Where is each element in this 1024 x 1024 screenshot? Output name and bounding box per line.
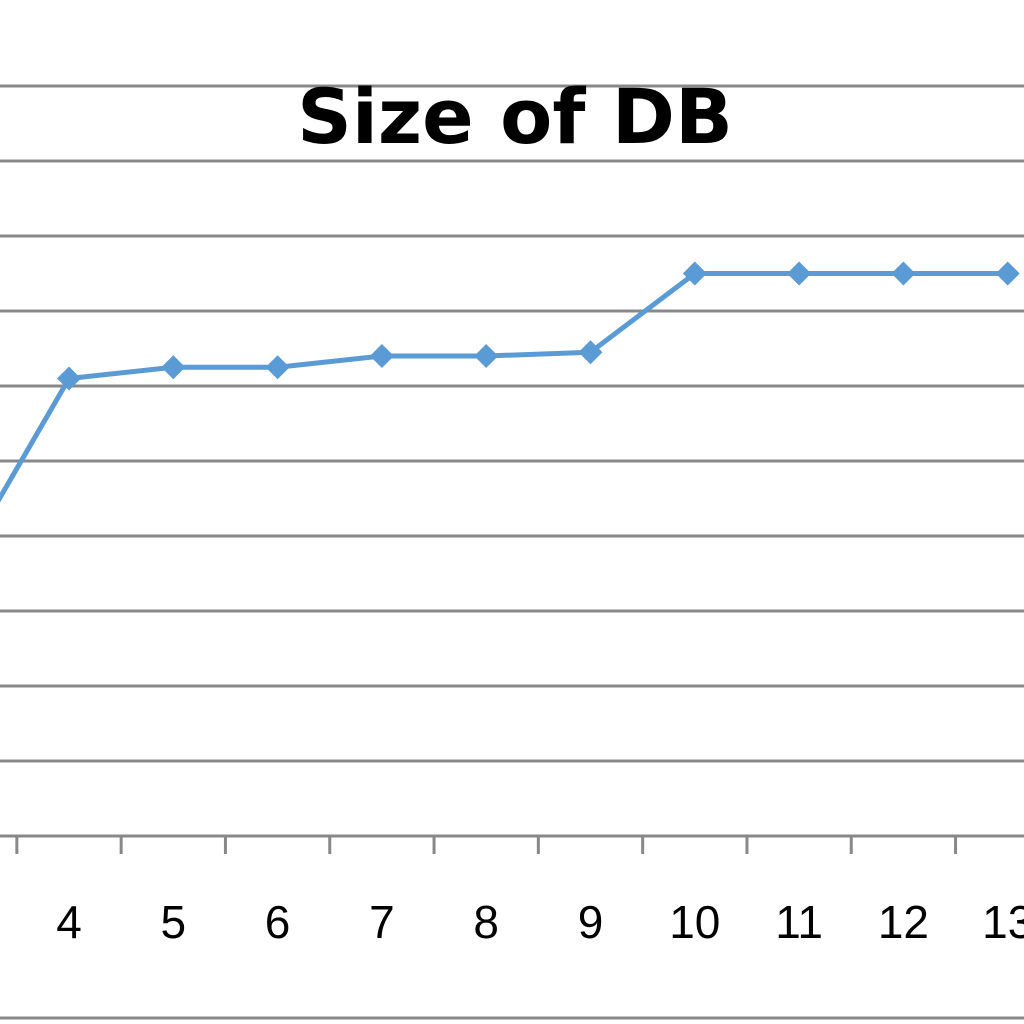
data-point-x13 bbox=[995, 261, 1020, 286]
x-tick-label-4: 4 bbox=[56, 896, 82, 948]
data-point-x10 bbox=[682, 261, 707, 286]
data-point-x12 bbox=[891, 261, 916, 286]
x-tick-label-8: 8 bbox=[473, 896, 499, 948]
data-point-x6 bbox=[265, 355, 290, 380]
x-tick-label-11: 11 bbox=[775, 896, 823, 948]
x-tick-label-9: 9 bbox=[578, 896, 604, 948]
data-point-x7 bbox=[369, 344, 394, 368]
data-point-x8 bbox=[474, 344, 499, 368]
gridlines bbox=[0, 84, 1024, 763]
chart-title: Size of DB bbox=[297, 72, 733, 161]
data-point-x9 bbox=[578, 340, 603, 365]
x-tick-label-5: 5 bbox=[161, 896, 187, 948]
x-tick-label-7: 7 bbox=[369, 896, 395, 948]
x-axis bbox=[0, 834, 1024, 1020]
data-point-x11 bbox=[787, 261, 812, 286]
data-point-x5 bbox=[161, 355, 186, 380]
x-tick-label-13: 13 bbox=[982, 896, 1024, 948]
x-tick-label-6: 6 bbox=[265, 896, 291, 948]
x-tick-labels: 4 5 6 7 8 9 10 11 12 13 bbox=[56, 896, 1024, 948]
x-tick-label-10: 10 bbox=[669, 896, 720, 948]
series-group bbox=[0, 261, 1020, 503]
data-point-x4 bbox=[57, 366, 81, 391]
x-tick-label-12: 12 bbox=[878, 896, 929, 948]
